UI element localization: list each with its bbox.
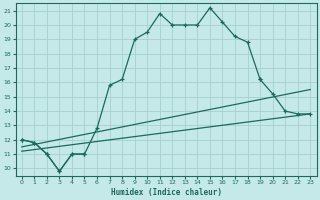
X-axis label: Humidex (Indice chaleur): Humidex (Indice chaleur) (110, 188, 221, 197)
